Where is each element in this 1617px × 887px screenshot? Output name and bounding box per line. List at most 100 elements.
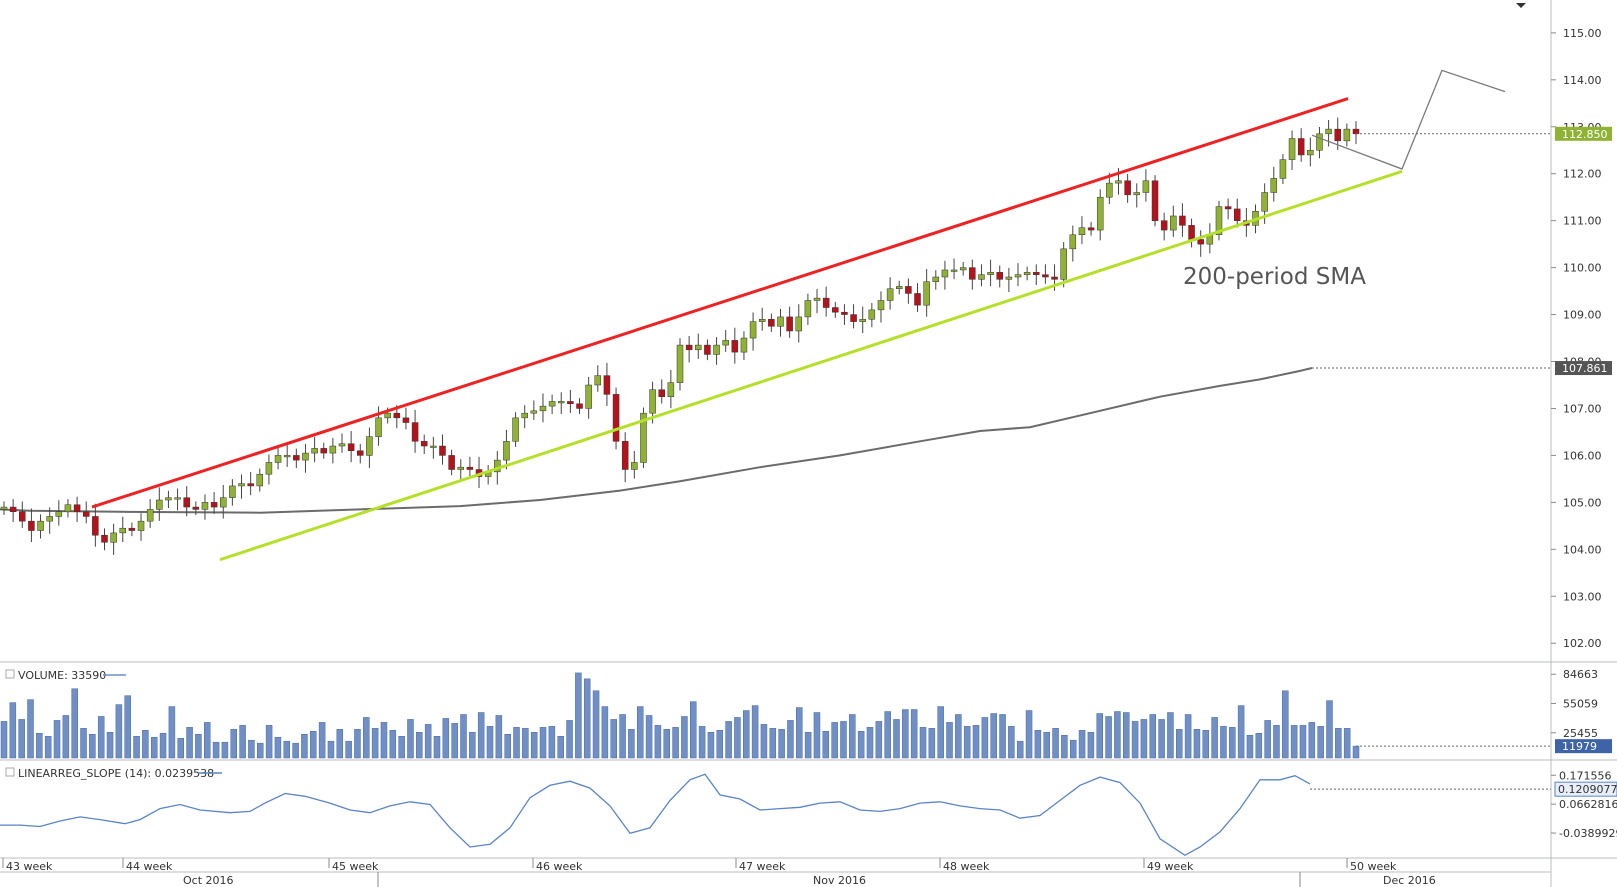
candle-down[interactable]	[411, 422, 419, 442]
candle-down[interactable]	[101, 534, 108, 543]
volume-bar[interactable]	[654, 725, 662, 759]
candle-up[interactable]	[1069, 234, 1077, 250]
candle-up[interactable]	[923, 281, 930, 306]
candle-down[interactable]	[1179, 215, 1186, 226]
candle-up[interactable]	[530, 410, 538, 414]
volume-bar[interactable]	[424, 724, 432, 759]
volume-bar[interactable]	[522, 728, 529, 759]
volume-bar[interactable]	[1034, 730, 1042, 759]
candle-up[interactable]	[1325, 128, 1332, 135]
volume-bar[interactable]	[407, 719, 414, 759]
volume-bar[interactable]	[787, 720, 794, 759]
volume-bar[interactable]	[548, 726, 556, 759]
candle-up[interactable]	[539, 405, 547, 412]
volume-bar[interactable]	[62, 715, 70, 759]
volume-bar[interactable]	[663, 729, 670, 759]
candle-up[interactable]	[64, 504, 72, 513]
volume-bar[interactable]	[495, 715, 503, 759]
candle-up[interactable]	[886, 288, 894, 301]
volume-bar[interactable]	[1025, 710, 1033, 759]
volume-bar[interactable]	[946, 722, 953, 759]
candle-up[interactable]	[804, 300, 812, 318]
volume-bar[interactable]	[327, 740, 335, 759]
volume-bar[interactable]	[919, 727, 927, 759]
volume-bar[interactable]	[557, 735, 564, 759]
candle-up[interactable]	[813, 297, 821, 301]
volume-bar[interactable]	[778, 729, 785, 759]
volume-bar[interactable]	[875, 721, 883, 759]
candle-down[interactable]	[393, 412, 401, 419]
volume-bar[interactable]	[460, 714, 467, 759]
volume-bar[interactable]	[486, 726, 494, 759]
volume-bar[interactable]	[1114, 711, 1121, 759]
volume-bar[interactable]	[168, 706, 176, 759]
legend-toggle-icon[interactable]	[5, 767, 15, 777]
volume-bar[interactable]	[619, 714, 626, 759]
candle-down[interactable]	[19, 511, 26, 522]
volume-bar[interactable]	[1264, 720, 1271, 759]
volume-bar[interactable]	[0, 721, 8, 759]
candle-up[interactable]	[713, 344, 720, 355]
candle-up[interactable]	[119, 527, 127, 534]
candle-up[interactable]	[46, 516, 53, 522]
volume-bar[interactable]	[928, 728, 936, 759]
candle-up[interactable]	[557, 401, 565, 404]
volume-bar[interactable]	[248, 739, 255, 759]
candle-up[interactable]	[366, 436, 373, 456]
volume-bar[interactable]	[963, 726, 971, 759]
candle-down[interactable]	[996, 272, 1003, 280]
candle-up[interactable]	[895, 286, 903, 289]
volume-bar[interactable]	[902, 709, 909, 759]
candle-up[interactable]	[585, 384, 592, 409]
volume-bar[interactable]	[283, 740, 291, 759]
candle-down[interactable]	[1124, 180, 1131, 196]
candle-up[interactable]	[640, 412, 647, 463]
candle-down[interactable]	[603, 375, 611, 395]
candle-up[interactable]	[676, 344, 684, 383]
volume-bar[interactable]	[1335, 728, 1342, 759]
candle-down[interactable]	[293, 455, 300, 461]
candle-up[interactable]	[978, 274, 985, 280]
volume-bar[interactable]	[150, 736, 158, 759]
volume-bar[interactable]	[221, 741, 229, 759]
candle-up[interactable]	[110, 532, 117, 543]
candle-up[interactable]	[1005, 276, 1013, 280]
candle-up[interactable]	[384, 412, 391, 419]
volume-bar[interactable]	[80, 728, 87, 759]
volume-bar[interactable]	[530, 732, 538, 759]
candle-down[interactable]	[402, 417, 410, 423]
volume-bar[interactable]	[1105, 716, 1112, 759]
volume-bar[interactable]	[1220, 726, 1227, 759]
volume-bar[interactable]	[318, 722, 326, 759]
linreg-slope-panel[interactable]: LINEARREG_SLOPE (14): 0.0239538 0.1715560…	[0, 767, 1617, 857]
volume-bar[interactable]	[884, 711, 891, 759]
volume-bar[interactable]	[1343, 728, 1351, 759]
candle-down[interactable]	[92, 516, 99, 536]
volume-bar[interactable]	[1299, 725, 1307, 759]
volume-bar[interactable]	[469, 732, 476, 759]
volume-bar[interactable]	[690, 701, 697, 759]
volume-bar[interactable]	[893, 719, 900, 759]
candle-down[interactable]	[1297, 138, 1305, 156]
candle-up[interactable]	[1261, 192, 1268, 212]
candle-down[interactable]	[9, 506, 17, 513]
volume-bar[interactable]	[257, 742, 264, 759]
volume-bar[interactable]	[363, 717, 370, 759]
volume-bar[interactable]	[1149, 714, 1157, 759]
volume-bar[interactable]	[380, 722, 388, 759]
candle-up[interactable]	[457, 466, 465, 470]
candle-up[interactable]	[1014, 274, 1022, 278]
volume-bar[interactable]	[274, 736, 282, 759]
volume-bar[interactable]	[743, 710, 750, 759]
volume-bar[interactable]	[751, 705, 759, 759]
candle-up[interactable]	[740, 337, 748, 353]
chevron-down-icon[interactable]	[1516, 3, 1526, 8]
candle-up[interactable]	[695, 344, 702, 351]
candle-up[interactable]	[959, 267, 967, 271]
candle-up[interactable]	[1106, 182, 1113, 198]
volume-bar[interactable]	[1237, 705, 1245, 759]
candle-down[interactable]	[914, 293, 921, 306]
candle-up[interactable]	[777, 316, 784, 327]
volume-bar[interactable]	[36, 733, 43, 759]
volume-bar[interactable]	[610, 719, 617, 759]
